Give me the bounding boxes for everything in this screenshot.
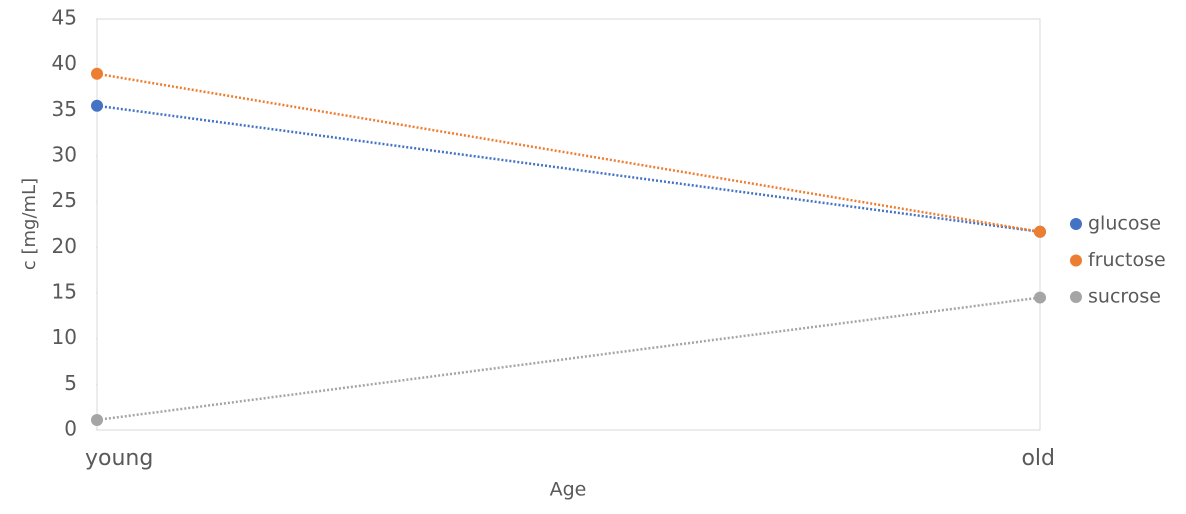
y-tick-label: 5 — [64, 371, 77, 395]
data-point — [1034, 225, 1046, 238]
legend-label: sucrose — [1088, 286, 1161, 308]
plot-border — [96, 18, 1041, 431]
y-tick-label: 25 — [52, 188, 77, 212]
y-tick-label: 10 — [52, 325, 77, 349]
y-axis-title: c [mg/mL] — [19, 178, 40, 270]
x-tick-label: young — [85, 446, 153, 471]
x-tick-label: old — [1021, 446, 1055, 471]
y-tick-label: 0 — [64, 417, 77, 441]
series-line — [96, 104, 1041, 234]
series-line — [96, 296, 1041, 422]
data-point — [91, 413, 103, 426]
y-tick-label: 40 — [52, 51, 77, 75]
legend-marker — [1070, 218, 1082, 230]
y-tick-label: 30 — [52, 143, 77, 167]
legend-marker — [1070, 254, 1082, 267]
y-tick-label: 15 — [52, 280, 77, 304]
y-tick-label: 20 — [52, 234, 77, 258]
data-point — [91, 99, 103, 112]
data-point — [1034, 291, 1046, 304]
y-tick-label: 45 — [52, 6, 77, 30]
legend-marker — [1070, 291, 1082, 303]
legend-label: fructose — [1088, 249, 1166, 271]
legend-label: glucose — [1088, 213, 1161, 235]
series-line — [96, 72, 1041, 234]
x-axis-title: Age — [550, 479, 587, 501]
y-tick-label: 35 — [52, 97, 77, 121]
data-point — [91, 67, 103, 80]
